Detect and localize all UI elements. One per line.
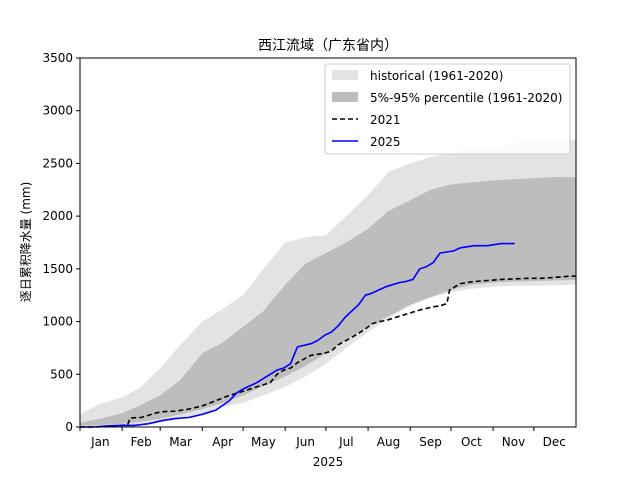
x-tick-label: Sep [419,435,442,449]
y-tick-label: 3500 [42,51,73,65]
x-tick-label: Feb [131,435,152,449]
x-tick-label: Nov [502,435,525,449]
y-tick-label: 0 [65,420,73,434]
legend-swatch-historical [332,70,358,80]
legend-label-2025: 2025 [370,135,401,149]
y-tick-label: 500 [50,367,73,381]
x-tick-label: Oct [461,435,482,449]
chart-title: 西江流域（广东省内） [258,38,398,54]
x-tick-label: Apr [212,435,233,449]
x-tick-label: Jul [338,435,353,449]
y-tick-label: 2500 [42,156,73,170]
plot-frame [79,57,577,428]
legend-frame [324,63,571,155]
series-2025-line [80,242,515,428]
y-tick-label: 3000 [42,104,73,118]
legend-label-historical: historical (1961-2020) [370,69,503,83]
axes: 0 500 1000 1500 2000 2500 3000 3500 Jan Feb Mar Apr… [42,51,577,449]
legend-swatch-percentile [332,92,358,102]
series-2021-line [80,275,576,428]
x-tick-label: Dec [543,435,566,449]
x-tick-label: Jan [90,435,110,449]
y-tick-label: 1000 [42,315,73,329]
x-tick-label: Jun [295,435,315,449]
legend: historical (1961-2020) 5%-95% percentile… [324,63,571,155]
x-tick-label: Mar [169,435,192,449]
y-tick-label: 1500 [42,262,73,276]
percentile-band [80,177,576,426]
x-axis-title: 2025 [313,455,344,469]
legend-label-2021: 2021 [370,113,401,127]
x-tick-label: Aug [377,435,400,449]
x-tick-label: May [251,435,276,449]
plot-area [80,140,576,428]
y-tick-label: 2000 [42,209,73,223]
y-axis-title: 逐日累积降水量 (mm) [19,182,33,303]
legend-label-percentile: 5%-95% percentile (1961-2020) [370,91,562,105]
